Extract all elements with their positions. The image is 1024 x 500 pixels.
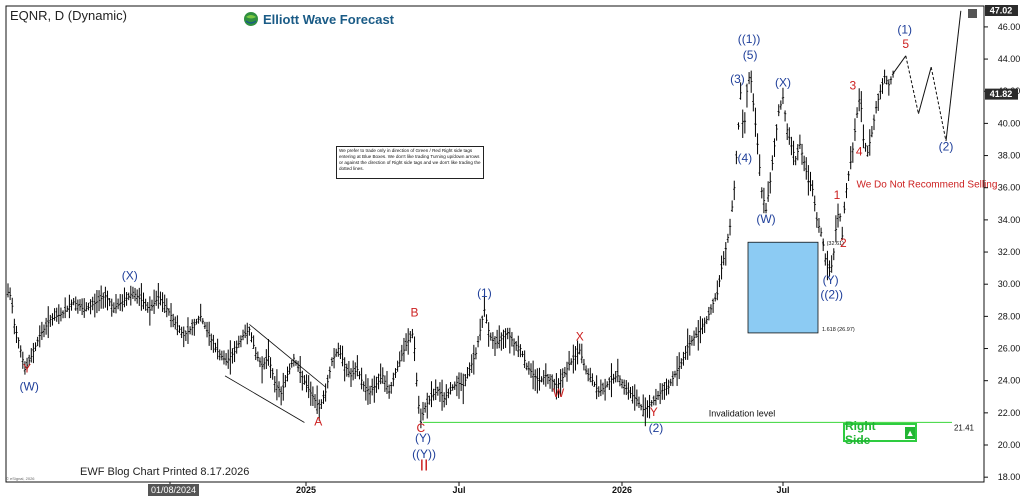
wave-label-b-red: B [411, 305, 419, 319]
wave-label-one-blue-top: (1) [897, 22, 912, 36]
y-tick-label: 18.00 [998, 472, 1021, 482]
wave-label-a-red: A [314, 415, 322, 429]
blue-box [747, 241, 819, 334]
x-axis: Jul2025Jul2026Jul [163, 482, 790, 495]
invalidation-layer: Invalidation level 21.41 [423, 408, 975, 432]
printed-footer: EWF Blog Chart Printed 8.17.2026 [80, 466, 250, 478]
wave-label-one-blue: (1) [477, 286, 492, 300]
wave-label-y-red-1: Y [23, 362, 31, 376]
wave-label-y-red-3: Y [650, 405, 658, 419]
x-tick-label: Jul [452, 485, 465, 495]
wave-label-two-blue: (2) [649, 421, 664, 435]
projection-segment [917, 66, 932, 114]
y-tick-label: 30.00 [998, 279, 1021, 289]
wave-label-two-red: 2 [840, 236, 847, 250]
esignal-credit: © eSignal, 2026 [6, 476, 35, 481]
wave-label-five-blue: (5) [743, 48, 758, 62]
wave-label-c-red: C [417, 421, 426, 435]
brand-globe-icon [244, 12, 258, 26]
cursor-date-badge: 01/08/2024 [148, 484, 200, 496]
price-bars-layer [6, 69, 895, 429]
selling-callout: We Do Not Recommend Selling [856, 180, 997, 191]
x-tick-label: 2025 [296, 485, 316, 495]
blue-box-bottom-label: 1.618 (26.97) [822, 327, 855, 333]
y-tick-label: 28.00 [998, 311, 1021, 321]
channel-layer [224, 324, 326, 423]
price-tag-box [985, 88, 1018, 100]
y-tick-label: 46.00 [998, 22, 1021, 32]
wave-label-three-blue: (3) [730, 72, 745, 86]
window-menu-icon[interactable] [968, 9, 977, 18]
right-side-tag: Right Side ▲ [843, 419, 917, 447]
y-tick-label: 36.00 [998, 183, 1021, 193]
price-tag-box [985, 5, 1018, 17]
trading-note: We prefer to trade only in direction of … [336, 146, 484, 179]
price-tag-label: 41.82 [990, 89, 1013, 99]
x-tick-label: Jul [776, 485, 789, 495]
right-side-label: Right Side [845, 418, 876, 447]
wave-label-five-red: 5 [902, 37, 909, 51]
wave-label-w-blue-3: (W) [756, 212, 775, 226]
projection-layer [892, 10, 962, 142]
y-tick-label: 40.00 [998, 118, 1021, 128]
wave-label-two-two-blue: ((2)) [820, 288, 843, 302]
wave-label-y-blue-2: (Y) [415, 431, 431, 445]
y-tick-label: 38.00 [998, 151, 1021, 161]
invalidation-value: 21.41 [954, 423, 975, 432]
price-tag-label: 47.02 [990, 6, 1013, 16]
brand-logo: Elliott Wave Forecast [243, 9, 394, 29]
wave-label-w-red-2: W [553, 386, 565, 400]
wave-label-four-blue: (4) [738, 151, 753, 165]
wave-label-y-blue-4: (Y) [823, 273, 839, 287]
invalidation-label: Invalidation level [709, 408, 776, 418]
wave-label-three-red: 3 [849, 79, 856, 93]
channel-line [224, 375, 305, 423]
arrow-up-icon: ▲ [905, 426, 915, 439]
y-tick-label: 20.00 [998, 440, 1021, 450]
wave-label-yy-blue: ((Y)) [412, 447, 436, 461]
wave-label-four-red: 4 [856, 145, 863, 159]
y-tick-label: 26.00 [998, 344, 1021, 354]
wave-label-two-blue-top: (2) [939, 140, 954, 154]
y-tick-label: 34.00 [998, 215, 1021, 225]
wave-label-one-red: 1 [834, 188, 841, 202]
y-tick-label: 32.00 [998, 247, 1021, 257]
projection-segment [945, 10, 962, 142]
projection-segment [892, 55, 907, 74]
y-tick-label: 22.00 [998, 408, 1021, 418]
wave-labels-layer: Y(W)(X)ABC(Y)((Y))II(1)XWY(2)(3)(4)(5)((… [20, 22, 998, 474]
blue-box-layer: 1 (32.61) 1.618 (26.97) [747, 241, 855, 334]
wave-label-w-blue-1: (W) [20, 379, 39, 393]
wave-label-x-blue-3: (X) [775, 75, 791, 89]
projection-segment [930, 67, 947, 142]
wave-label-x-red-2: X [576, 329, 584, 343]
projection-segment [905, 55, 919, 114]
y-tick-label: 44.00 [998, 54, 1021, 64]
x-tick-label: 2026 [612, 485, 632, 495]
blue-box-top-label: 1 (32.61) [822, 241, 844, 247]
wave-label-ii-red: II [420, 458, 429, 475]
channel-line [249, 324, 326, 388]
wave-label-one-one-blue: ((1)) [738, 32, 761, 46]
y-tick-label: 24.00 [998, 376, 1021, 386]
brand-name: Elliott Wave Forecast [263, 11, 394, 27]
y-axis: 18.00 20.00 22.00 24.00 26.00 28.00 30.00 32.00… [984, 5, 1020, 482]
ticker-title: EQNR, D (Dynamic) [10, 8, 128, 23]
wave-label-x-blue-1: (X) [122, 268, 138, 282]
